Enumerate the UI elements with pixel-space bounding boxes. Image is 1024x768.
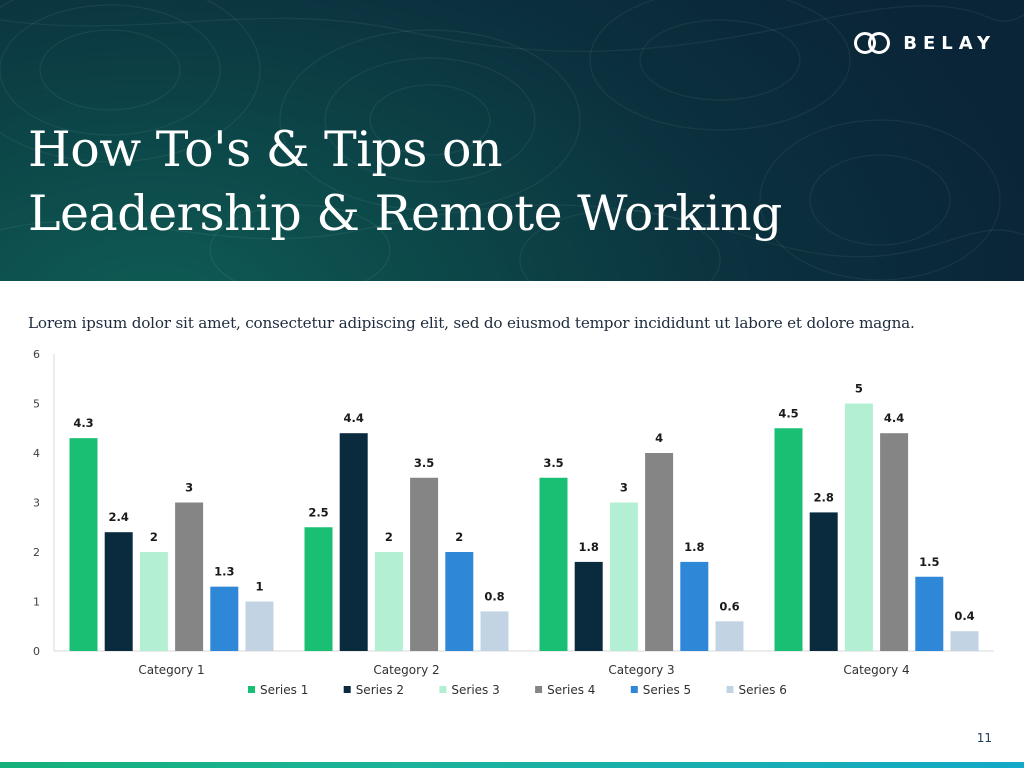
bar	[645, 453, 674, 651]
bar	[410, 477, 439, 651]
bottom-accent-bar	[0, 762, 1024, 768]
bar	[774, 428, 803, 651]
subtitle-text: Lorem ipsum dolor sit amet, consectetur …	[28, 314, 915, 332]
bar	[175, 502, 204, 651]
y-tick-label: 3	[33, 497, 40, 510]
legend-swatch	[630, 686, 638, 693]
data-label: 3	[620, 481, 628, 495]
page-title: How To's & Tips on Leadership & Remote W…	[28, 118, 782, 246]
bar	[445, 552, 474, 651]
data-label: 1.8	[684, 540, 704, 554]
bar	[339, 433, 368, 651]
header-banner: BELAY How To's & Tips on Leadership & Re…	[0, 0, 1024, 281]
topographic-pattern	[0, 0, 1024, 281]
bar	[609, 502, 638, 651]
bar	[880, 433, 909, 651]
x-tick-label: Category 1	[138, 663, 204, 677]
legend-swatch	[726, 686, 734, 693]
legend-label: Series 6	[739, 683, 787, 697]
bar	[374, 552, 403, 651]
data-label: 1.5	[919, 555, 939, 569]
data-label: 1	[255, 580, 263, 594]
data-label: 0.6	[719, 599, 739, 613]
bar	[844, 403, 873, 651]
bar	[915, 576, 944, 651]
brand-name: BELAY	[903, 32, 996, 54]
data-label: 4.4	[884, 411, 904, 425]
bar-chart: 0 1 2 3 4 5 6 4.3 2.4 2 3 1.3 1 Category 1 2.5 4.4 2 3.5 2…	[33, 348, 994, 697]
title-line-1: How To's & Tips on	[28, 121, 503, 178]
legend-label: Series 5	[643, 683, 691, 697]
bar	[104, 532, 133, 651]
bar	[304, 527, 333, 651]
data-label: 2.4	[109, 510, 129, 524]
data-label: 4	[655, 431, 663, 445]
legend-label: Series 4	[547, 683, 595, 697]
data-label: 2	[455, 530, 463, 544]
data-label: 4.4	[344, 411, 364, 425]
data-label: 3	[185, 481, 193, 495]
y-tick-label: 1	[33, 596, 40, 609]
bar	[809, 512, 838, 651]
legend-swatch	[535, 686, 543, 693]
data-label: 0.8	[484, 589, 504, 603]
data-label: 4.5	[778, 406, 798, 420]
bar	[539, 477, 568, 651]
legend-swatch	[248, 686, 255, 693]
data-label: 3.5	[414, 456, 434, 470]
data-label: 1.3	[214, 565, 234, 579]
bar	[715, 621, 744, 651]
y-tick-label: 6	[33, 348, 40, 361]
title-line-2: Leadership & Remote Working	[28, 185, 782, 242]
bar	[680, 561, 709, 651]
bar	[69, 438, 98, 651]
data-label: 1.8	[579, 540, 599, 554]
data-label: 2	[385, 530, 393, 544]
y-tick-label: 2	[33, 546, 40, 559]
y-tick-label: 0	[33, 645, 40, 658]
data-label: 2.5	[308, 505, 328, 519]
legend-label: Series 1	[260, 683, 308, 697]
infinity-icon	[854, 32, 891, 54]
x-tick-label: Category 4	[843, 663, 909, 677]
legend-label: Series 2	[356, 683, 404, 697]
data-label: 4.3	[73, 416, 93, 430]
data-label: 0.4	[954, 609, 974, 623]
data-label: 5	[855, 382, 863, 396]
bar	[480, 611, 509, 651]
legend-swatch	[343, 686, 351, 693]
bar	[139, 552, 168, 651]
data-label: 2	[150, 530, 158, 544]
x-tick-label: Category 2	[373, 663, 439, 677]
legend-swatch	[439, 686, 447, 693]
bar	[574, 561, 603, 651]
page-number: 11	[976, 731, 992, 745]
legend-label: Series 3	[451, 683, 499, 697]
data-label: 2.8	[814, 490, 834, 504]
y-tick-label: 5	[33, 398, 40, 411]
brand-logo: BELAY	[851, 29, 996, 57]
x-tick-label: Category 3	[608, 663, 674, 677]
bar	[210, 586, 239, 651]
data-label: 3.5	[543, 456, 563, 470]
bar	[245, 601, 274, 651]
y-tick-label: 4	[33, 447, 40, 460]
bar	[950, 631, 979, 651]
